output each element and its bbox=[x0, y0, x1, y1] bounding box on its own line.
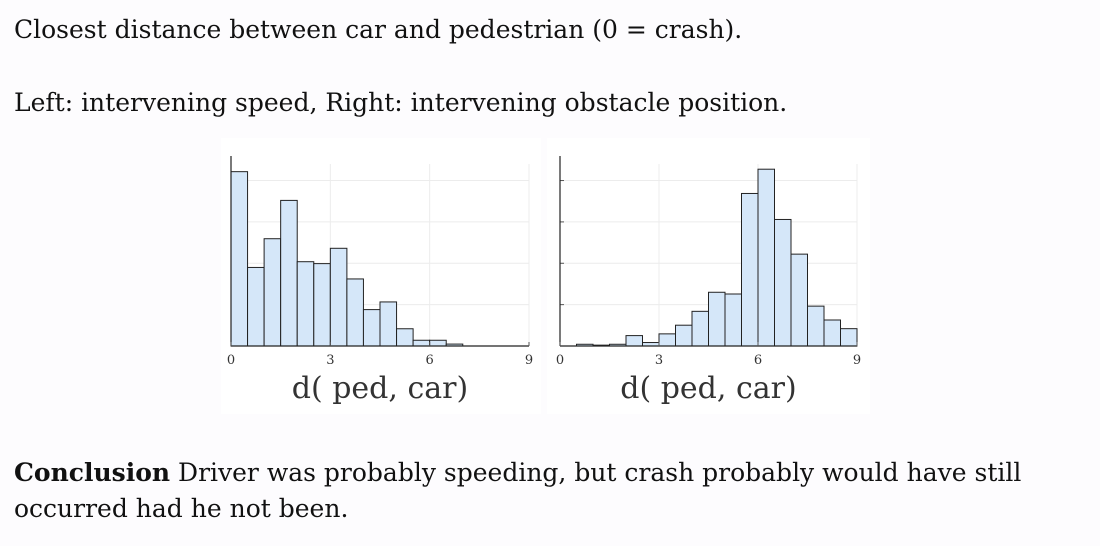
chart0-xlabel: d( ped, car) bbox=[292, 371, 468, 406]
chart1-bar bbox=[840, 328, 858, 347]
conclusion-paragraph: Conclusion Driver was probably speeding,… bbox=[14, 455, 1089, 527]
chart1-bar bbox=[658, 333, 676, 347]
chart0-bar bbox=[263, 238, 282, 347]
chart1-bar bbox=[774, 218, 792, 347]
chart0-bar bbox=[412, 339, 431, 347]
conclusion-label: Conclusion bbox=[14, 458, 171, 487]
histogram-right-svg: 0 3 6 9 d( ped, car) bbox=[556, 156, 861, 406]
chart1-xtick-label: 3 bbox=[655, 353, 663, 368]
histogram-left-svg: 0 3 6 9 d( ped, car) bbox=[227, 156, 533, 406]
chart0-xtick-label: 0 bbox=[227, 353, 235, 368]
chart0-bar bbox=[396, 328, 414, 347]
chart1-xtick-label: 6 bbox=[754, 353, 762, 368]
chart1-bar bbox=[790, 253, 808, 347]
conclusion-text: Driver was probably speeding, but crash … bbox=[14, 458, 1022, 523]
chart1-bar bbox=[741, 192, 759, 347]
chart0-bar bbox=[429, 339, 447, 347]
chart1-bar bbox=[708, 291, 726, 347]
chart1-bar bbox=[724, 293, 742, 347]
chart0-bar bbox=[280, 199, 298, 347]
chart0-bar bbox=[329, 247, 348, 347]
chart1-xtick-label: 0 bbox=[556, 353, 564, 368]
chart0-bar bbox=[247, 266, 265, 347]
histogram-right: 0 3 6 9 d( ped, car) bbox=[547, 138, 870, 414]
chart1-xtick-label: 9 bbox=[853, 353, 861, 368]
chart0-xtick-label: 9 bbox=[525, 353, 533, 368]
chart0-bar bbox=[362, 309, 381, 347]
caption-line-2: Left: intervening speed, Right: interven… bbox=[14, 88, 788, 117]
chart1-bar bbox=[757, 168, 775, 347]
chart0-bar bbox=[379, 301, 398, 347]
chart0-xtick-label: 3 bbox=[326, 353, 334, 368]
chart1-bar bbox=[807, 305, 825, 347]
chart1-bar bbox=[675, 324, 693, 347]
chart0-bar bbox=[346, 278, 364, 347]
chart1-bar bbox=[691, 310, 709, 347]
histogram-left: 0 3 6 9 d( ped, car) bbox=[221, 138, 541, 414]
chart0-bar bbox=[230, 171, 249, 347]
chart1-bar bbox=[823, 319, 841, 347]
caption-line-1: Closest distance between car and pedestr… bbox=[14, 15, 743, 44]
chart1-bar bbox=[625, 335, 643, 347]
chart1-xlabel: d( ped, car) bbox=[620, 371, 796, 406]
chart0-bar bbox=[296, 261, 315, 347]
chart0-xtick-label: 6 bbox=[426, 353, 434, 368]
chart0-bar bbox=[313, 263, 331, 347]
